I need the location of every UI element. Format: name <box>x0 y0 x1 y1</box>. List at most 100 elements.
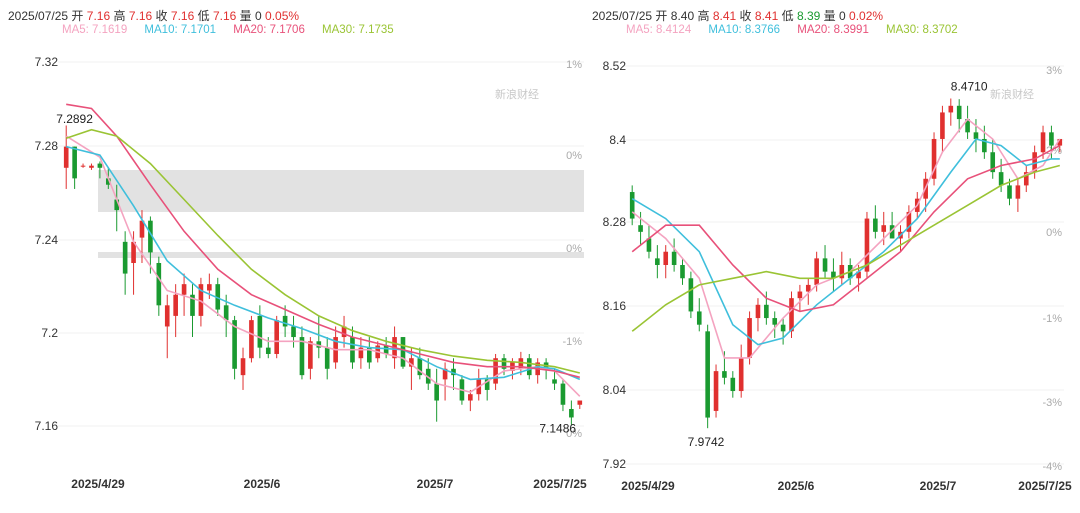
pct-tick-label: -1% <box>1042 313 1062 325</box>
pct-tick-label: 0% <box>1046 227 1062 239</box>
ma10-line <box>66 145 581 381</box>
high-label: 高 <box>113 9 126 23</box>
kline-panel-right: 2025/07/25 开 8.40 高 8.41 收 8.41 低 8.39 量… <box>540 0 1080 513</box>
candle-body <box>493 358 498 384</box>
candle-body <box>1023 172 1029 186</box>
volume-label: 量 <box>239 9 252 23</box>
quote-bar: 2025/07/25 开 7.16 高 7.16 收 7.16 低 7.16 量… <box>8 7 299 24</box>
y-tick-label: 8.28 <box>603 215 627 229</box>
candle-body <box>324 347 330 369</box>
high-label: 高 <box>697 9 710 23</box>
ma5-line <box>631 117 1061 359</box>
candle-body <box>705 331 710 418</box>
candle-body <box>468 394 473 401</box>
candle-body <box>223 305 229 321</box>
candle-body <box>114 199 120 211</box>
candle-body <box>89 165 94 168</box>
pct-tick-label: 3% <box>1046 65 1062 77</box>
open-value: 8.40 <box>670 9 695 23</box>
candle-body <box>63 146 69 168</box>
candle-body <box>552 379 557 384</box>
ma30-legend: MA30: 7.1735 <box>322 24 394 36</box>
quote-date: 2025/07/25 <box>592 9 653 23</box>
ma20-legend: MA20: 7.1706 <box>233 24 305 36</box>
candle-body <box>696 311 702 325</box>
kline-chart-right: 新浪财经8.528.48.288.168.047.923%2%0%-1%-3%-… <box>603 59 1072 493</box>
candle-body <box>805 284 811 292</box>
price-annotation: 8.4710 <box>951 80 988 94</box>
candle-body <box>425 368 431 384</box>
price-band <box>98 252 584 258</box>
open-value: 7.16 <box>86 9 111 23</box>
candle-body <box>190 294 195 316</box>
candle-body <box>982 138 987 153</box>
candle-body <box>274 320 280 354</box>
ma5-legend: MA5: 7.1619 <box>62 24 128 36</box>
candle-body <box>889 225 895 239</box>
y-tick-label: 8.4 <box>609 133 626 147</box>
ma5-line <box>65 135 581 397</box>
candle-body <box>655 258 660 265</box>
x-tick-label: 2025/7/25 <box>533 477 587 491</box>
candle-body <box>948 105 954 113</box>
ma10-line <box>631 138 1060 346</box>
candle-body <box>341 326 347 338</box>
candle-body <box>526 358 532 376</box>
candle-body <box>831 271 836 279</box>
candle-body <box>730 377 736 392</box>
candle-body <box>451 368 456 376</box>
kline-panel-left: 2025/07/25 开 7.16 高 7.16 收 7.16 低 7.16 量… <box>8 7 587 491</box>
ma30-line <box>65 128 580 374</box>
candle-body <box>232 320 237 369</box>
candle-body <box>282 315 288 327</box>
candle-body <box>518 358 524 369</box>
candle-body <box>738 357 744 392</box>
candle-body <box>722 371 727 378</box>
pct-tick-label: -1% <box>562 336 582 348</box>
candle-body <box>956 105 962 120</box>
y-tick-label: 8.52 <box>603 59 627 73</box>
pct-tick-label: 0% <box>566 150 582 162</box>
candle-body <box>173 294 178 316</box>
open-label: 开 <box>655 9 668 23</box>
candle-body <box>629 192 635 219</box>
candle-body <box>80 165 86 167</box>
x-tick-label: 2025/6 <box>244 477 281 491</box>
y-tick-label: 7.28 <box>35 139 59 153</box>
candle-body <box>148 220 153 253</box>
candle-body <box>1007 185 1012 199</box>
candle-body <box>797 291 803 299</box>
candle-body <box>1032 152 1037 173</box>
candle-body <box>839 265 845 279</box>
price-annotation: 7.9742 <box>688 435 725 449</box>
candle-body <box>156 263 162 306</box>
candle-body <box>990 152 996 173</box>
candle-body <box>560 383 566 405</box>
y-tick-label: 7.92 <box>603 457 627 471</box>
candle-body <box>383 345 389 354</box>
ma20-line <box>66 103 580 379</box>
candle-body <box>417 358 423 376</box>
candle-body <box>663 251 669 265</box>
watermark: 新浪财经 <box>990 87 1034 101</box>
candle-body <box>265 347 271 354</box>
candle-body <box>308 341 313 369</box>
close-label: 收 <box>739 9 752 23</box>
candle-body <box>181 284 187 295</box>
y-tick-label: 8.16 <box>603 299 627 313</box>
change-percent: 0.02% <box>849 9 884 23</box>
watermark: 新浪财经 <box>495 87 539 101</box>
y-tick-label: 7.2 <box>41 326 58 340</box>
open-label: 开 <box>71 9 84 23</box>
candle-body <box>501 358 507 369</box>
price-annotation: 7.1486 <box>539 422 576 436</box>
y-tick-label: 7.32 <box>35 55 59 69</box>
ma-legend: MA5: 7.1619 MA10: 7.1701 MA20: 7.1706 MA… <box>62 24 408 36</box>
candle-body <box>316 341 322 348</box>
low-value: 8.39 <box>796 9 821 23</box>
candle-body <box>198 284 204 316</box>
candle-body <box>569 408 574 418</box>
candle-body <box>105 178 111 185</box>
ma-legend: MA5: 8.4124 MA10: 8.3766 MA20: 8.3991 MA… <box>626 24 972 36</box>
pct-tick-label: -3% <box>1042 397 1062 409</box>
